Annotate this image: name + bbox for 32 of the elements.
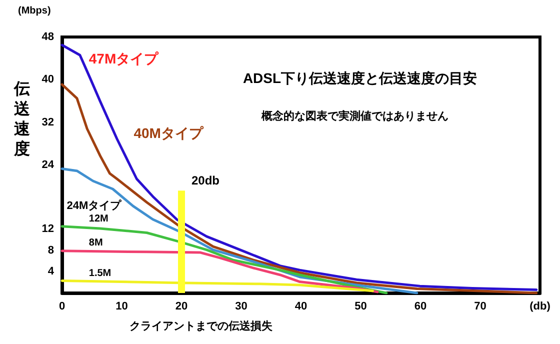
x-tick-label: 20: [175, 300, 188, 312]
x-tick-label: 10: [116, 300, 128, 312]
series-label: 1.5M: [88, 268, 112, 279]
x-tick-label: 70: [474, 300, 486, 312]
series-label: 12M: [88, 213, 108, 224]
series-label: 24Mタイプ: [66, 199, 122, 212]
y-tick-label: 8: [48, 244, 54, 256]
ref-line-label: 20db: [191, 174, 220, 188]
y-axis-title: 伝送速度: [12, 80, 31, 160]
line-series: [60, 225, 388, 294]
y-tick-label: 24: [42, 159, 55, 171]
y-tick-label: 4: [48, 266, 55, 278]
text: 概念的な図表で実測値ではありません: [260, 110, 448, 122]
x-tick-label: 40: [294, 300, 308, 312]
line-series: [60, 44, 538, 292]
line-series: [60, 250, 379, 294]
y-tick-label: 48: [42, 31, 54, 43]
line-series: [60, 279, 374, 292]
y-tick-label: 40: [42, 74, 54, 86]
text: (Mbps): [18, 6, 51, 16]
x-tick-label: 60: [414, 300, 427, 312]
x-tick-label: (db): [530, 300, 551, 312]
series-label: 8M: [88, 237, 103, 248]
y-tick-label: 12: [42, 223, 54, 235]
y-tick-label: 32: [42, 116, 54, 128]
text: 40Mタイプ: [134, 125, 204, 141]
x-tick-label: 30: [235, 300, 248, 312]
series-label: 47Mタイプ: [88, 50, 160, 66]
x-tick-label: 0: [58, 300, 66, 312]
x-tick-label: 50: [354, 300, 367, 312]
text: ADSL下り伝送速度と伝送速度の目安: [242, 70, 478, 86]
x-axis-title: クライアントまでの伝送損失: [130, 320, 274, 332]
